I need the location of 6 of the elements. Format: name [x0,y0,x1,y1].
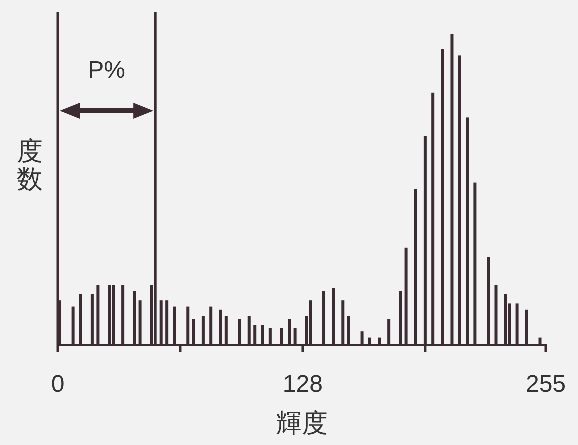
x-tick-label: 128 [282,371,323,398]
x-tick-label: 0 [51,371,65,398]
x-tick-label: 255 [526,371,566,398]
y-axis-title: 度数 [17,136,43,194]
annotation: P% [88,57,126,84]
x-axis-title: 輝度 [276,408,328,438]
